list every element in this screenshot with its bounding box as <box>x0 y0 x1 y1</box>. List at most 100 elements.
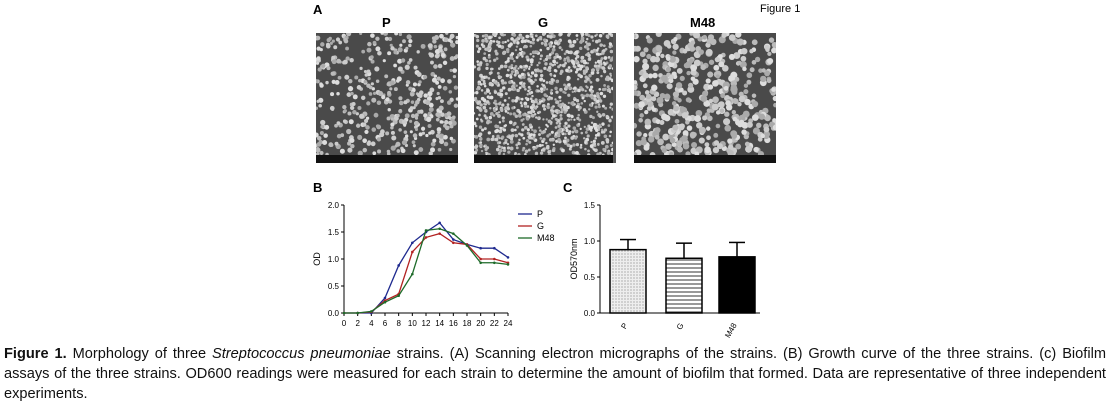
cell-particle <box>548 69 552 73</box>
cell-particle <box>418 80 422 84</box>
cell-particle <box>718 36 726 44</box>
cell-particle <box>598 34 603 38</box>
cell-particle <box>483 102 486 106</box>
y-tick-label: 0.5 <box>328 282 340 291</box>
cell-particle <box>646 53 652 60</box>
cell-particle <box>500 108 504 113</box>
panel-b-label: B <box>313 180 322 195</box>
cell-particle <box>609 144 613 148</box>
cell-particle <box>319 150 324 156</box>
cell-particle <box>492 108 496 112</box>
micrograph-g <box>474 33 616 163</box>
cell-particle <box>367 41 372 47</box>
cell-particle <box>539 69 543 73</box>
cell-particle <box>502 51 506 55</box>
cell-particle <box>409 106 414 111</box>
cell-particle <box>567 131 571 136</box>
cell-particle <box>524 152 527 156</box>
cell-particle <box>574 59 579 63</box>
cell-particle <box>325 42 330 47</box>
data-point <box>452 232 455 235</box>
cell-particle <box>581 96 585 100</box>
cell-particle <box>431 77 438 83</box>
cell-particle <box>545 118 548 121</box>
cell-particle <box>744 141 750 147</box>
cell-particle <box>661 113 668 121</box>
cell-particle <box>510 88 513 91</box>
cell-particle <box>531 103 536 108</box>
cell-particle <box>765 47 770 52</box>
cell-particle <box>372 40 377 45</box>
cell-particle <box>316 35 321 41</box>
cell-particle <box>433 64 438 69</box>
cell-particle <box>554 126 558 129</box>
cell-particle <box>555 121 559 125</box>
cell-particle <box>432 39 437 44</box>
cell-particle <box>744 98 751 106</box>
cell-particle <box>526 105 530 108</box>
cell-particle <box>528 65 531 69</box>
cell-particle <box>357 134 363 140</box>
cell-particle <box>361 49 366 54</box>
strain-label-m48: M48 <box>690 15 716 30</box>
cell-particle <box>320 119 326 126</box>
cell-particle <box>706 39 712 45</box>
cell-particle <box>555 118 559 122</box>
cell-particle <box>734 76 740 82</box>
cell-particle <box>542 79 546 83</box>
cell-particle <box>474 112 476 115</box>
cell-particle <box>444 125 450 131</box>
cell-particle <box>548 133 552 136</box>
cell-particle <box>602 147 606 151</box>
cell-particle <box>679 75 685 81</box>
cell-particle <box>761 68 766 73</box>
cell-particle <box>502 146 506 150</box>
cell-particle <box>558 39 561 42</box>
cell-particle <box>700 95 708 102</box>
cell-particle <box>682 130 689 136</box>
cell-particle <box>447 100 452 105</box>
cell-particle <box>698 137 705 144</box>
cell-particle <box>331 79 336 84</box>
cell-particle <box>545 141 548 145</box>
cell-particle <box>363 79 367 84</box>
cell-particle <box>563 52 567 56</box>
cell-particle <box>366 47 372 53</box>
cell-particle <box>601 66 606 70</box>
cell-particle <box>325 80 329 85</box>
cell-particle <box>607 124 611 127</box>
cell-particle <box>488 92 492 95</box>
cell-particle <box>727 149 734 157</box>
cell-particle <box>595 48 599 52</box>
cell-particle <box>560 108 565 112</box>
cell-particle <box>501 103 505 107</box>
cell-particle <box>539 137 543 140</box>
cell-particle <box>319 83 324 88</box>
cell-particle <box>342 104 347 110</box>
cell-particle <box>364 118 369 123</box>
cell-particle <box>483 52 487 56</box>
cell-particle <box>717 143 723 150</box>
cell-particle <box>579 127 582 131</box>
cell-particle <box>664 93 671 100</box>
cell-particle <box>479 103 483 107</box>
x-tick-label: 14 <box>435 319 444 328</box>
cell-particle <box>443 47 448 52</box>
cell-particle <box>746 72 753 79</box>
cell-particle <box>572 143 576 147</box>
cell-particle <box>515 37 519 42</box>
cell-particle <box>600 141 605 145</box>
cell-particle <box>557 110 561 114</box>
cell-particle <box>495 108 498 111</box>
cell-particle <box>528 91 532 95</box>
cell-particle <box>502 128 507 132</box>
cell-particle <box>600 130 604 134</box>
y-tick-label: 2.0 <box>328 201 340 210</box>
cell-particle <box>510 72 514 76</box>
cell-particle <box>452 68 457 73</box>
cell-particle <box>339 148 345 154</box>
cell-particle <box>541 103 546 108</box>
cell-particle <box>334 141 339 146</box>
cell-particle <box>554 98 557 101</box>
cell-particle <box>690 40 696 45</box>
